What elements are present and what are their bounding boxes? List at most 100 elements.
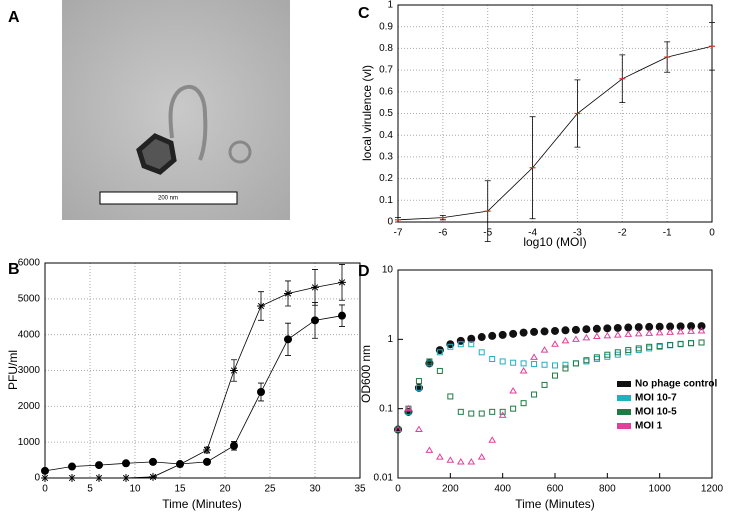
marker [572, 360, 579, 367]
marker [338, 278, 346, 287]
marker [655, 328, 664, 336]
x-axis-label: Time (Minutes) [162, 497, 242, 511]
y-axis-label: OD600 nm [359, 345, 373, 403]
x-tick-label: 15 [174, 484, 186, 495]
marker [562, 361, 569, 368]
marker [604, 351, 611, 358]
x-tick-label: 200 [442, 484, 459, 495]
legend-swatch [617, 381, 631, 387]
marker [404, 404, 413, 412]
marker [677, 340, 684, 347]
marker [603, 331, 612, 339]
marker [477, 453, 486, 460]
marker [468, 341, 475, 348]
y-tick-label: 6000 [18, 258, 41, 269]
marker [583, 357, 590, 364]
x-axis-label: log10 (MOI) [523, 235, 586, 249]
marker [666, 328, 675, 335]
panel-label: B [8, 261, 20, 278]
y-tick-label: 1 [387, 334, 393, 345]
panel-label: A [8, 9, 20, 26]
plot-frame [397, 269, 713, 479]
marker [667, 341, 674, 348]
y-tick-label: 0 [387, 217, 393, 228]
marker [592, 332, 601, 339]
marker [646, 345, 653, 352]
x-tick-label: 20 [219, 484, 231, 495]
marker [540, 346, 549, 353]
marker [488, 331, 497, 340]
marker [176, 460, 184, 469]
marker [509, 386, 518, 394]
marker [697, 327, 706, 334]
marker [122, 474, 130, 482]
marker [561, 336, 570, 344]
x-axis-label: Time (Minutes) [515, 497, 595, 511]
marker [635, 347, 642, 354]
panel-label: C [358, 5, 370, 22]
marker [499, 358, 506, 365]
marker [477, 333, 486, 342]
plot: 0.01 0.1 1 10 0 200 400 600 800 1000 1200 Time (Min… [359, 265, 723, 512]
marker [552, 362, 558, 369]
marker [530, 353, 538, 360]
marker [426, 358, 433, 365]
x-tick-label: 400 [494, 484, 511, 495]
marker [478, 410, 485, 417]
x-tick-label: 35 [354, 484, 366, 495]
marker [122, 459, 130, 468]
marker [230, 366, 238, 375]
marker [634, 329, 643, 337]
y-tick-label: 0.6 [379, 86, 393, 97]
marker [530, 327, 539, 336]
marker [510, 405, 517, 412]
marker [446, 456, 455, 463]
y-tick-label: 1 [387, 0, 393, 11]
marker [687, 327, 695, 334]
marker [540, 327, 549, 336]
marker [614, 349, 621, 356]
marker [562, 365, 569, 372]
marker [489, 408, 496, 415]
marker [613, 323, 622, 332]
marker [572, 335, 580, 342]
x-tick-label: -7 [394, 228, 403, 239]
marker [645, 329, 654, 336]
legend-swatch [617, 409, 631, 415]
x-tick-label: -6 [438, 228, 447, 239]
marker [447, 393, 454, 400]
plot-frame [397, 4, 713, 223]
marker [552, 372, 558, 379]
marker [520, 360, 527, 367]
marker [498, 330, 507, 339]
marker [457, 408, 464, 415]
y-tick-label: 0 [34, 473, 40, 484]
marker [531, 391, 538, 398]
marker [203, 457, 211, 466]
y-tick-label: 0.4 [379, 130, 393, 141]
marker [572, 360, 579, 367]
x-tick-label: 600 [547, 484, 564, 495]
y-tick-label: 0.8 [379, 43, 393, 54]
marker [561, 326, 570, 335]
legend-swatch [617, 395, 631, 401]
phage-head [136, 133, 177, 175]
legend-swatch [617, 423, 631, 429]
marker [624, 323, 633, 332]
x-tick-label: 0 [709, 228, 715, 239]
x-tick-label: 800 [599, 484, 616, 495]
marker [687, 322, 696, 331]
marker [541, 361, 548, 368]
marker [456, 458, 465, 465]
y-tick-label: 4000 [18, 329, 41, 340]
marker [519, 328, 528, 337]
marker [634, 323, 643, 332]
y-tick-label: 0.2 [379, 173, 393, 184]
scale-bar-label: 200 nm [158, 196, 178, 202]
marker [688, 340, 695, 347]
y-tick-label: 0.5 [379, 108, 393, 119]
marker [284, 289, 292, 298]
phage-tail [168, 84, 208, 161]
x-tick-label: -3 [573, 228, 582, 239]
